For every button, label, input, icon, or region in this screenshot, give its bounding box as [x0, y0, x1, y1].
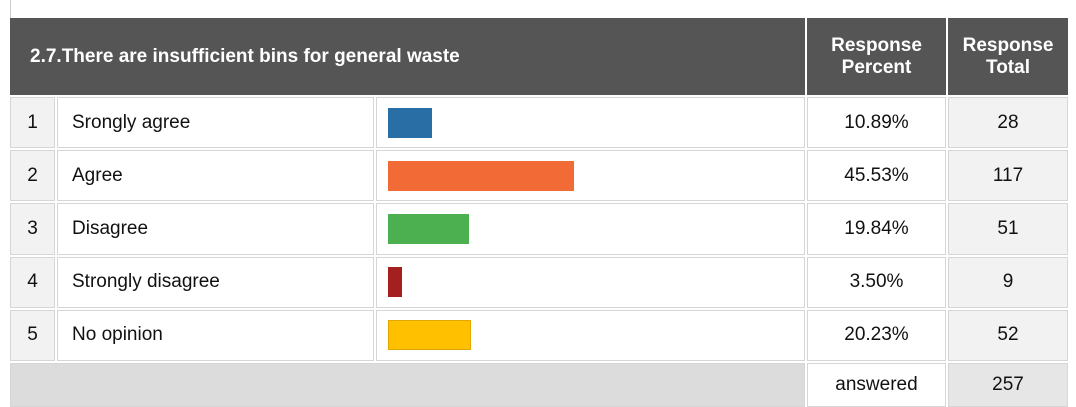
bar: [388, 160, 574, 191]
answer-label: No opinion: [57, 309, 374, 361]
answer-label: Srongly agree: [57, 97, 374, 149]
bar-cell: [376, 309, 805, 361]
footer-label: answered: [807, 363, 946, 407]
bar-cell: [376, 203, 805, 255]
divider: [10, 0, 11, 18]
response-percent: 10.89%: [807, 97, 946, 149]
row-number: 2: [10, 150, 55, 202]
answer-label: Agree: [57, 150, 374, 202]
bar-cell: [376, 150, 805, 202]
column-header: Response Percent: [807, 18, 946, 95]
row-number: 4: [10, 256, 55, 308]
bar: [388, 107, 433, 138]
bar: [388, 320, 471, 351]
footer-total: 257: [948, 363, 1068, 407]
row-number: 5: [10, 309, 55, 361]
bar-cell: [376, 97, 805, 149]
footer-blank: [10, 363, 805, 407]
response-total: 51: [948, 203, 1068, 255]
response-total: 9: [948, 256, 1068, 308]
question-title: 2.7.There are insufficient bins for gene…: [10, 18, 805, 95]
bar: [388, 267, 403, 298]
answer-label: Strongly disagree: [57, 256, 374, 308]
answer-label: Disagree: [57, 203, 374, 255]
response-percent: 19.84%: [807, 203, 946, 255]
row-number: 3: [10, 203, 55, 255]
response-total: 117: [948, 150, 1068, 202]
row-number: 1: [10, 97, 55, 149]
column-header: Response Total: [948, 18, 1068, 95]
response-percent: 20.23%: [807, 309, 946, 361]
response-total: 52: [948, 309, 1068, 361]
response-percent: 3.50%: [807, 256, 946, 308]
response-percent: 45.53%: [807, 150, 946, 202]
response-total: 28: [948, 97, 1068, 149]
bar-cell: [376, 256, 805, 308]
bar: [388, 214, 469, 244]
